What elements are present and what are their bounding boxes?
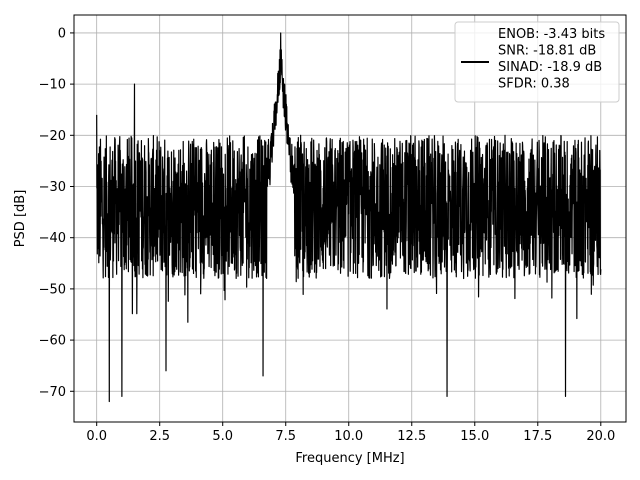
x-axis-label: Frequency [MHz] [295, 451, 404, 466]
y-tick-label: −70 [39, 385, 66, 400]
x-tick-label: 10.0 [334, 429, 363, 444]
x-tick-label: 17.5 [523, 429, 552, 444]
x-tick-label: 12.5 [397, 429, 426, 444]
legend-line-sinad: SINAD: -18.9 dB [498, 60, 602, 75]
x-tick-label: 7.5 [275, 429, 296, 444]
y-tick-label: −30 [39, 180, 66, 195]
x-tick-label: 20.0 [586, 429, 615, 444]
y-axis-label: PSD [dB] [13, 190, 28, 248]
y-tick-label: −60 [39, 334, 66, 349]
y-tick-label: −40 [39, 231, 66, 246]
x-tick-label: 15.0 [460, 429, 489, 444]
legend-box [454, 21, 620, 103]
legend-line-snr: SNR: -18.81 dB [498, 44, 596, 59]
x-tick-label: 0.0 [86, 429, 107, 444]
psd-series-line [96, 32, 602, 403]
legend-line-enob: ENOB: -3.43 bits [498, 27, 605, 42]
legend: ENOB: -3.43 bits SNR: -18.81 dB SINAD: -… [454, 21, 620, 103]
ticks: 0.0 2.5 5.0 7.5 10.0 12.5 15.0 17.5 20.0 0 −10 −20 −… [39, 26, 616, 444]
y-tick-label: 0 [58, 26, 66, 41]
x-tick-label: 2.5 [149, 429, 170, 444]
y-tick-label: −20 [39, 129, 66, 144]
series-layer [96, 32, 602, 403]
legend-line-sfdr: SFDR: 0.38 [498, 77, 570, 92]
y-tick-label: −50 [39, 282, 66, 297]
x-tick-label: 5.0 [212, 429, 233, 444]
y-tick-label: −10 [39, 78, 66, 93]
plot-frame [73, 14, 627, 423]
